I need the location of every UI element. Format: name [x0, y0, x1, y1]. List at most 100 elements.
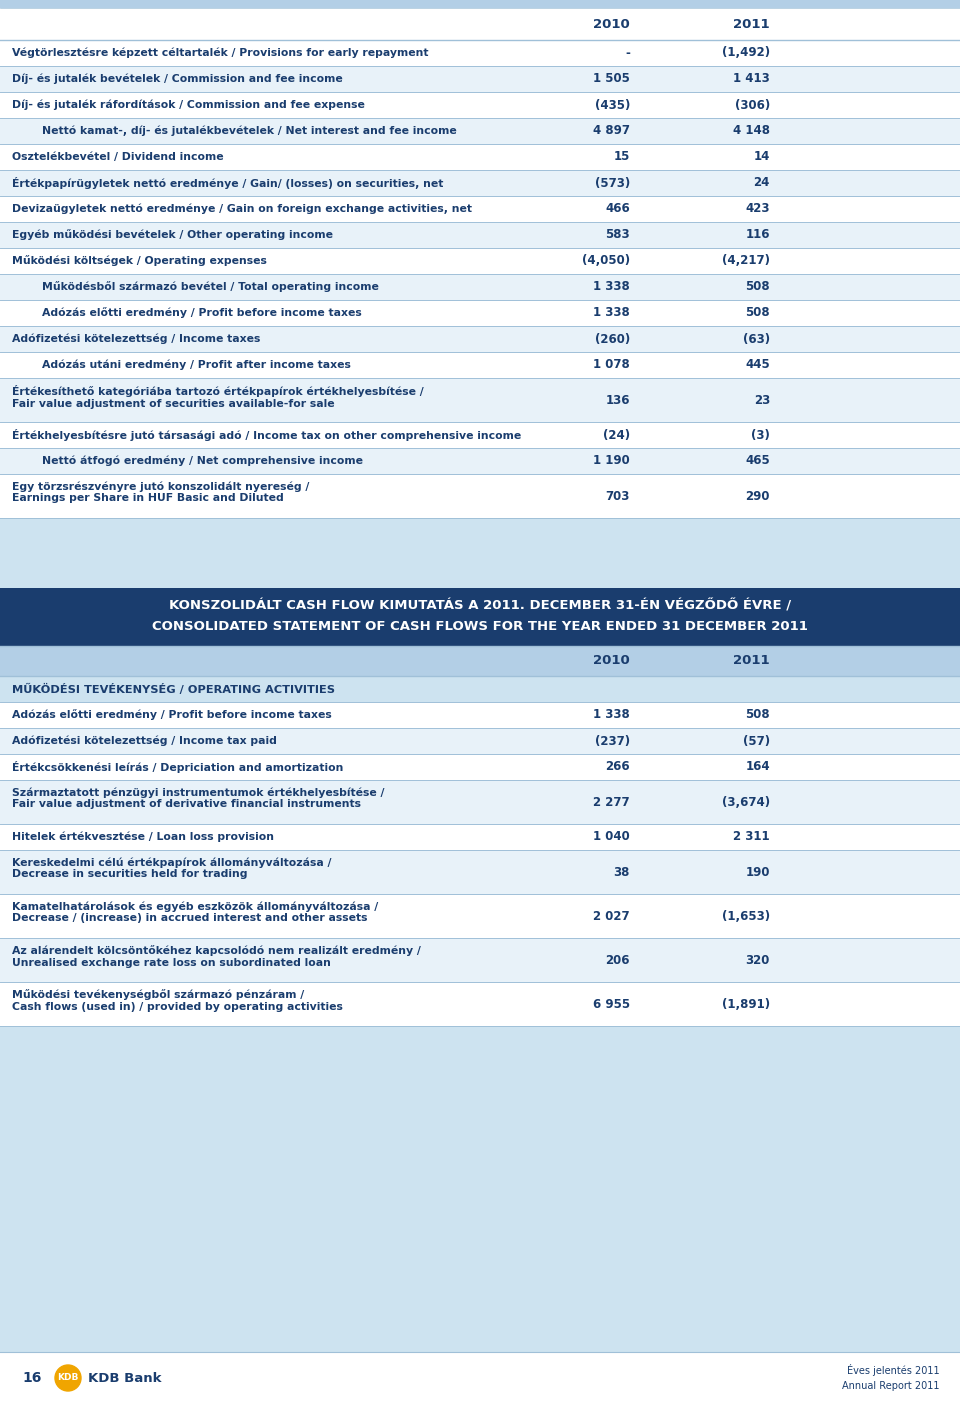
Text: Egy törzsrészvényre jutó konszolidált nyereség /
Earnings per Share in HUF Basic: Egy törzsrészvényre jutó konszolidált ny… — [12, 482, 309, 503]
Text: Annual Report 2011: Annual Report 2011 — [843, 1382, 940, 1391]
Text: 508: 508 — [745, 709, 770, 722]
Text: 1 078: 1 078 — [593, 358, 630, 372]
Text: 15: 15 — [613, 150, 630, 163]
Bar — [0, 423, 960, 448]
Text: KONSZOLIDÁLT CASH FLOW KIMUTATÁS A 2011. DECEMBER 31-ÉN VÉGZŐDŐ ÉVRE /: KONSZOLIDÁLT CASH FLOW KIMUTATÁS A 2011.… — [169, 600, 791, 612]
Text: (3,674): (3,674) — [722, 796, 770, 809]
Bar — [0, 981, 960, 1026]
Text: 1 413: 1 413 — [733, 73, 770, 86]
Bar — [0, 894, 960, 938]
Text: Díj- és jutalék bevételek / Commission and fee income: Díj- és jutalék bevételek / Commission a… — [12, 74, 343, 84]
Text: Devizaügyletek nettó eredménye / Gain on foreign exchange activities, net: Devizaügyletek nettó eredménye / Gain on… — [12, 204, 472, 215]
Text: (4,217): (4,217) — [722, 254, 770, 268]
Text: 2 277: 2 277 — [593, 796, 630, 809]
Text: (573): (573) — [595, 177, 630, 190]
Bar — [0, 754, 960, 781]
Bar — [0, 170, 960, 197]
Text: Működésből származó bevétel / Total operating income: Működésből származó bevétel / Total oper… — [42, 282, 379, 292]
Text: 703: 703 — [606, 490, 630, 503]
Text: CONSOLIDATED STATEMENT OF CASH FLOWS FOR THE YEAR ENDED 31 DECEMBER 2011: CONSOLIDATED STATEMENT OF CASH FLOWS FOR… — [152, 619, 808, 632]
Text: Adózás előtti eredmény / Profit before income taxes: Adózás előtti eredmény / Profit before i… — [42, 307, 362, 319]
Text: 465: 465 — [745, 455, 770, 468]
Bar — [0, 145, 960, 170]
Circle shape — [55, 1365, 81, 1391]
Text: Értékpapírügyletek nettó eredménye / Gain/ (losses) on securities, net: Értékpapírügyletek nettó eredménye / Gai… — [12, 177, 444, 190]
Text: 1 338: 1 338 — [593, 281, 630, 293]
Bar — [0, 249, 960, 274]
Text: Működési tevékenységből származó pénzáram /
Cash flows (used in) / provided by o: Működési tevékenységből származó pénzára… — [12, 988, 343, 1011]
Text: 6 955: 6 955 — [593, 997, 630, 1011]
Text: Kereskedelmi célú értékpapírok állományváltozása /
Decrease in securities held f: Kereskedelmi célú értékpapírok állományv… — [12, 856, 331, 879]
Text: Adófizetési kötelezettség / Income tax paid: Adófizetési kötelezettség / Income tax p… — [12, 736, 276, 747]
Text: 116: 116 — [746, 229, 770, 241]
Text: 1 190: 1 190 — [593, 455, 630, 468]
Text: Értékhelyesbítésre jutó társasági adó / Income tax on other comprehensive income: Értékhelyesbítésre jutó társasági adó / … — [12, 430, 521, 441]
Text: 290: 290 — [746, 490, 770, 503]
Text: Adófizetési kötelezettség / Income taxes: Adófizetési kötelezettség / Income taxes — [12, 334, 260, 344]
Text: Egyéb működési bevételek / Other operating income: Egyéb működési bevételek / Other operati… — [12, 229, 333, 240]
Text: (306): (306) — [734, 98, 770, 111]
Text: 320: 320 — [746, 953, 770, 966]
Bar — [0, 938, 960, 981]
Text: KDB Bank: KDB Bank — [88, 1372, 161, 1384]
Text: Értékesíthető kategóriába tartozó értékpapírok értékhelyesbítése /
Fair value ad: Értékesíthető kategóriába tartozó értékp… — [12, 385, 423, 409]
Text: 466: 466 — [605, 202, 630, 215]
Text: Adózás előtti eredmény / Profit before income taxes: Adózás előtti eredmény / Profit before i… — [12, 709, 332, 720]
Text: (1,653): (1,653) — [722, 910, 770, 922]
Bar — [0, 66, 960, 93]
Text: 508: 508 — [745, 306, 770, 320]
Text: 2011: 2011 — [733, 17, 770, 31]
Text: 583: 583 — [606, 229, 630, 241]
Text: 1 040: 1 040 — [593, 831, 630, 844]
Bar — [0, 326, 960, 352]
Bar — [0, 729, 960, 754]
Text: (260): (260) — [595, 333, 630, 345]
Bar — [0, 675, 960, 702]
Text: 14: 14 — [754, 150, 770, 163]
Text: (63): (63) — [743, 333, 770, 345]
Text: Végtörlesztésre képzett céltartalék / Provisions for early repayment: Végtörlesztésre képzett céltartalék / Pr… — [12, 48, 428, 58]
Bar — [0, 93, 960, 118]
Text: 266: 266 — [606, 761, 630, 774]
Text: 2 311: 2 311 — [733, 831, 770, 844]
Bar — [0, 300, 960, 326]
Text: (1,492): (1,492) — [722, 46, 770, 59]
Text: (24): (24) — [603, 428, 630, 441]
Text: 445: 445 — [745, 358, 770, 372]
Text: 2 027: 2 027 — [593, 910, 630, 922]
Text: (237): (237) — [595, 734, 630, 747]
Text: 2011: 2011 — [733, 654, 770, 667]
Bar — [0, 475, 960, 518]
Text: 24: 24 — [754, 177, 770, 190]
Bar — [0, 824, 960, 849]
Text: 190: 190 — [746, 865, 770, 879]
Text: (57): (57) — [743, 734, 770, 747]
Text: 2010: 2010 — [593, 17, 630, 31]
Text: 1 338: 1 338 — [593, 709, 630, 722]
Text: 206: 206 — [606, 953, 630, 966]
Text: Nettó kamat-, díj- és jutalékbevételek / Net interest and fee income: Nettó kamat-, díj- és jutalékbevételek /… — [42, 126, 457, 136]
Bar — [0, 646, 960, 675]
Text: 38: 38 — [613, 865, 630, 879]
Bar — [0, 1352, 960, 1404]
Bar — [0, 0, 960, 8]
Text: (435): (435) — [594, 98, 630, 111]
Text: 164: 164 — [745, 761, 770, 774]
Text: 4 148: 4 148 — [733, 125, 770, 138]
Text: 1 505: 1 505 — [593, 73, 630, 86]
Bar — [0, 352, 960, 378]
Bar — [0, 222, 960, 249]
Text: Értékcsökkenési leírás / Depriciation and amortization: Értékcsökkenési leírás / Depriciation an… — [12, 761, 344, 774]
Bar — [0, 1026, 960, 1352]
Text: Működési költségek / Operating expenses: Működési költségek / Operating expenses — [12, 256, 267, 267]
Text: 423: 423 — [746, 202, 770, 215]
Bar — [0, 8, 960, 39]
Text: Származtatott pénzügyi instrumentumok értékhelyesbítése /
Fair value adjustment : Származtatott pénzügyi instrumentumok ér… — [12, 788, 385, 809]
Text: 4 897: 4 897 — [593, 125, 630, 138]
Bar — [0, 274, 960, 300]
Bar — [0, 588, 960, 646]
Text: Adózás utáni eredmény / Profit after income taxes: Adózás utáni eredmény / Profit after inc… — [42, 359, 350, 371]
Text: Nettó átfogó eredmény / Net comprehensive income: Nettó átfogó eredmény / Net comprehensiv… — [42, 456, 363, 466]
Bar — [0, 378, 960, 423]
Text: 16: 16 — [22, 1370, 41, 1384]
